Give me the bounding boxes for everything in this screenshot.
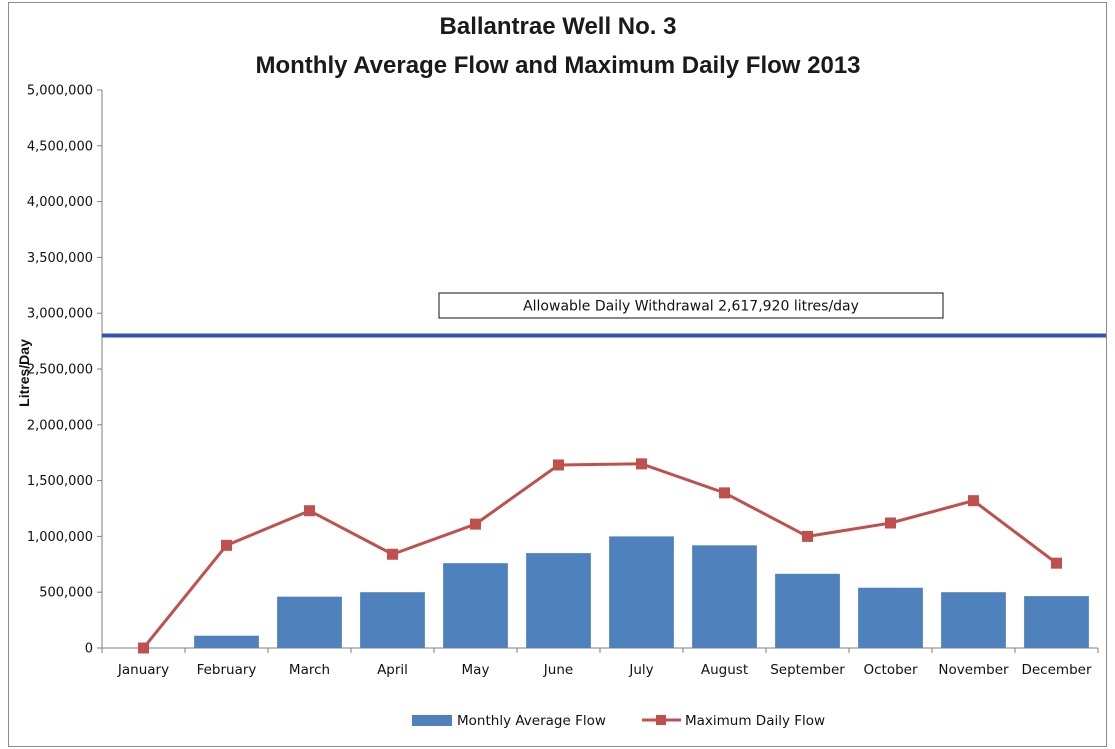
x-tick-label: August xyxy=(701,662,748,678)
allowable-withdrawal-label: Allowable Daily Withdrawal 2,617,920 lit… xyxy=(523,299,859,315)
marker-maximum-daily-flow xyxy=(1051,557,1062,569)
legend-line-label: Maximum Daily Flow xyxy=(685,713,825,729)
marker-maximum-daily-flow xyxy=(304,505,315,517)
x-tick-label: October xyxy=(863,662,917,678)
x-tick-label: March xyxy=(289,662,330,678)
x-tick-label: February xyxy=(197,662,257,678)
y-tick-label: 1,500,000 xyxy=(27,474,93,489)
y-tick-label: 2,000,000 xyxy=(27,418,93,433)
legend-line-marker xyxy=(656,715,666,725)
marker-maximum-daily-flow xyxy=(802,530,813,542)
allowable-withdrawal-box xyxy=(438,292,944,319)
marker-maximum-daily-flow xyxy=(387,548,398,560)
marker-maximum-daily-flow xyxy=(553,459,564,471)
x-tick-label: September xyxy=(770,662,845,678)
legend-bar-swatch xyxy=(412,715,452,726)
marker-maximum-daily-flow xyxy=(470,518,481,530)
y-tick-label: 3,500,000 xyxy=(27,251,93,266)
x-tick-label: December xyxy=(1021,662,1091,678)
x-tick-label: June xyxy=(543,662,573,678)
marker-maximum-daily-flow xyxy=(968,495,979,507)
bar-monthly-average-flow xyxy=(941,592,1006,648)
y-tick-label: 5,000,000 xyxy=(27,84,93,99)
y-tick-label: 4,500,000 xyxy=(27,139,93,154)
y-tick-label: 4,000,000 xyxy=(27,195,93,210)
bar-monthly-average-flow xyxy=(194,635,259,648)
bar-monthly-average-flow xyxy=(443,563,508,648)
bar-monthly-average-flow xyxy=(526,553,591,648)
marker-maximum-daily-flow xyxy=(636,458,647,470)
bar-monthly-average-flow xyxy=(775,573,840,648)
line-maximum-daily-flow xyxy=(142,462,1058,649)
y-tick-label: 1,000,000 xyxy=(27,530,93,545)
y-axis-label: Litres/Day xyxy=(16,339,32,407)
marker-maximum-daily-flow xyxy=(221,539,232,551)
chart-legend: Monthly Average Flow Maximum Daily Flow xyxy=(412,713,825,729)
plot-area: 0 500,000 1,000,000 1,500,000 2,000,000 2,500… xyxy=(27,84,1106,678)
bar-monthly-average-flow xyxy=(858,587,923,648)
bar-monthly-average-flow xyxy=(277,596,342,648)
x-tick-label: January xyxy=(117,662,169,678)
chart-frame: Ballantrae Well No. 3 Monthly Average Fl… xyxy=(8,2,1107,747)
y-tick-label: 500,000 xyxy=(39,586,93,601)
marker-maximum-daily-flow xyxy=(885,517,896,529)
legend-bar-label: Monthly Average Flow xyxy=(457,713,606,729)
marker-maximum-daily-flow xyxy=(138,642,149,654)
y-tick-label: 3,000,000 xyxy=(27,307,93,322)
x-tick-label: November xyxy=(938,662,1009,678)
x-tick-label: May xyxy=(462,662,490,678)
x-tick-label: July xyxy=(628,662,653,678)
bar-monthly-average-flow xyxy=(1024,596,1089,648)
y-tick-label: 0 xyxy=(85,642,93,657)
marker-maximum-daily-flow xyxy=(719,487,730,499)
y-tick-label: 2,500,000 xyxy=(27,363,93,378)
chart-title-line-1: Ballantrae Well No. 3 xyxy=(440,13,677,40)
bar-monthly-average-flow xyxy=(360,592,425,648)
chart-title-line-2: Monthly Average Flow and Maximum Daily F… xyxy=(255,52,860,79)
chart-svg: Ballantrae Well No. 3 Monthly Average Fl… xyxy=(16,13,1106,729)
bar-monthly-average-flow xyxy=(609,536,674,648)
bar-monthly-average-flow xyxy=(692,545,757,648)
x-tick-label: April xyxy=(377,662,408,678)
